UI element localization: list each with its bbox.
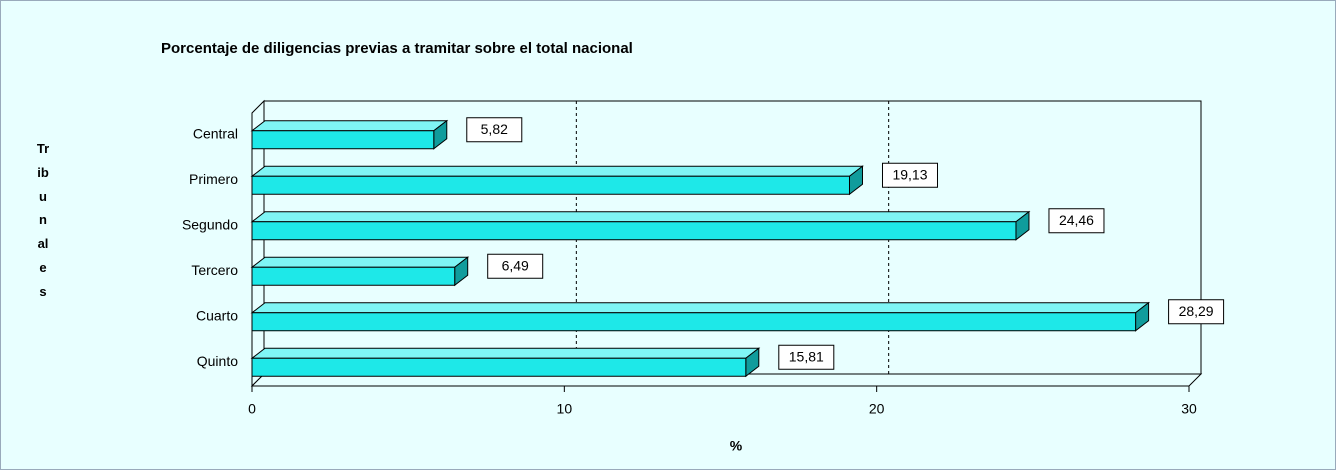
bar xyxy=(251,221,1017,241)
data-label-box xyxy=(778,344,835,370)
bar xyxy=(251,312,1137,332)
bar-top xyxy=(250,165,864,177)
data-label-box xyxy=(1048,208,1105,234)
y-tick-label: Segundo xyxy=(182,216,238,232)
y-tick-label: Tercero xyxy=(191,262,238,278)
data-label-box xyxy=(487,253,544,279)
bar xyxy=(251,266,456,286)
bar-top xyxy=(250,120,449,132)
data-label: 6,49 xyxy=(502,257,529,273)
x-tick-label: 10 xyxy=(557,401,573,417)
x-axis-label: % xyxy=(730,438,743,454)
x-tick-label: 0 xyxy=(248,401,256,417)
chart-title: Porcentaje de diligencias previas a tram… xyxy=(161,40,633,57)
data-label: 24,46 xyxy=(1059,212,1094,228)
data-label-box xyxy=(881,162,938,188)
y-tick-label: Quinto xyxy=(197,353,238,369)
y-tick-label: Central xyxy=(193,125,238,141)
x-tick-label: 20 xyxy=(869,401,885,417)
y-axis-label: Tribunales xyxy=(36,141,50,299)
bar-top xyxy=(250,211,1031,223)
bar xyxy=(251,130,435,150)
bar xyxy=(251,175,850,195)
y-tick-label: Primero xyxy=(189,171,238,187)
data-label: 5,82 xyxy=(481,121,508,137)
data-label-box xyxy=(1168,299,1225,325)
x-tick-label: 30 xyxy=(1181,401,1197,417)
bar-top xyxy=(250,302,1151,314)
data-label: 28,29 xyxy=(1179,303,1214,319)
data-label: 15,81 xyxy=(789,348,824,364)
bar-top xyxy=(250,347,761,359)
data-label: 19,13 xyxy=(892,166,927,182)
y-tick-label: Cuarto xyxy=(196,307,238,323)
bar xyxy=(251,357,747,377)
data-label-box xyxy=(466,117,523,143)
bar-top xyxy=(250,256,470,268)
